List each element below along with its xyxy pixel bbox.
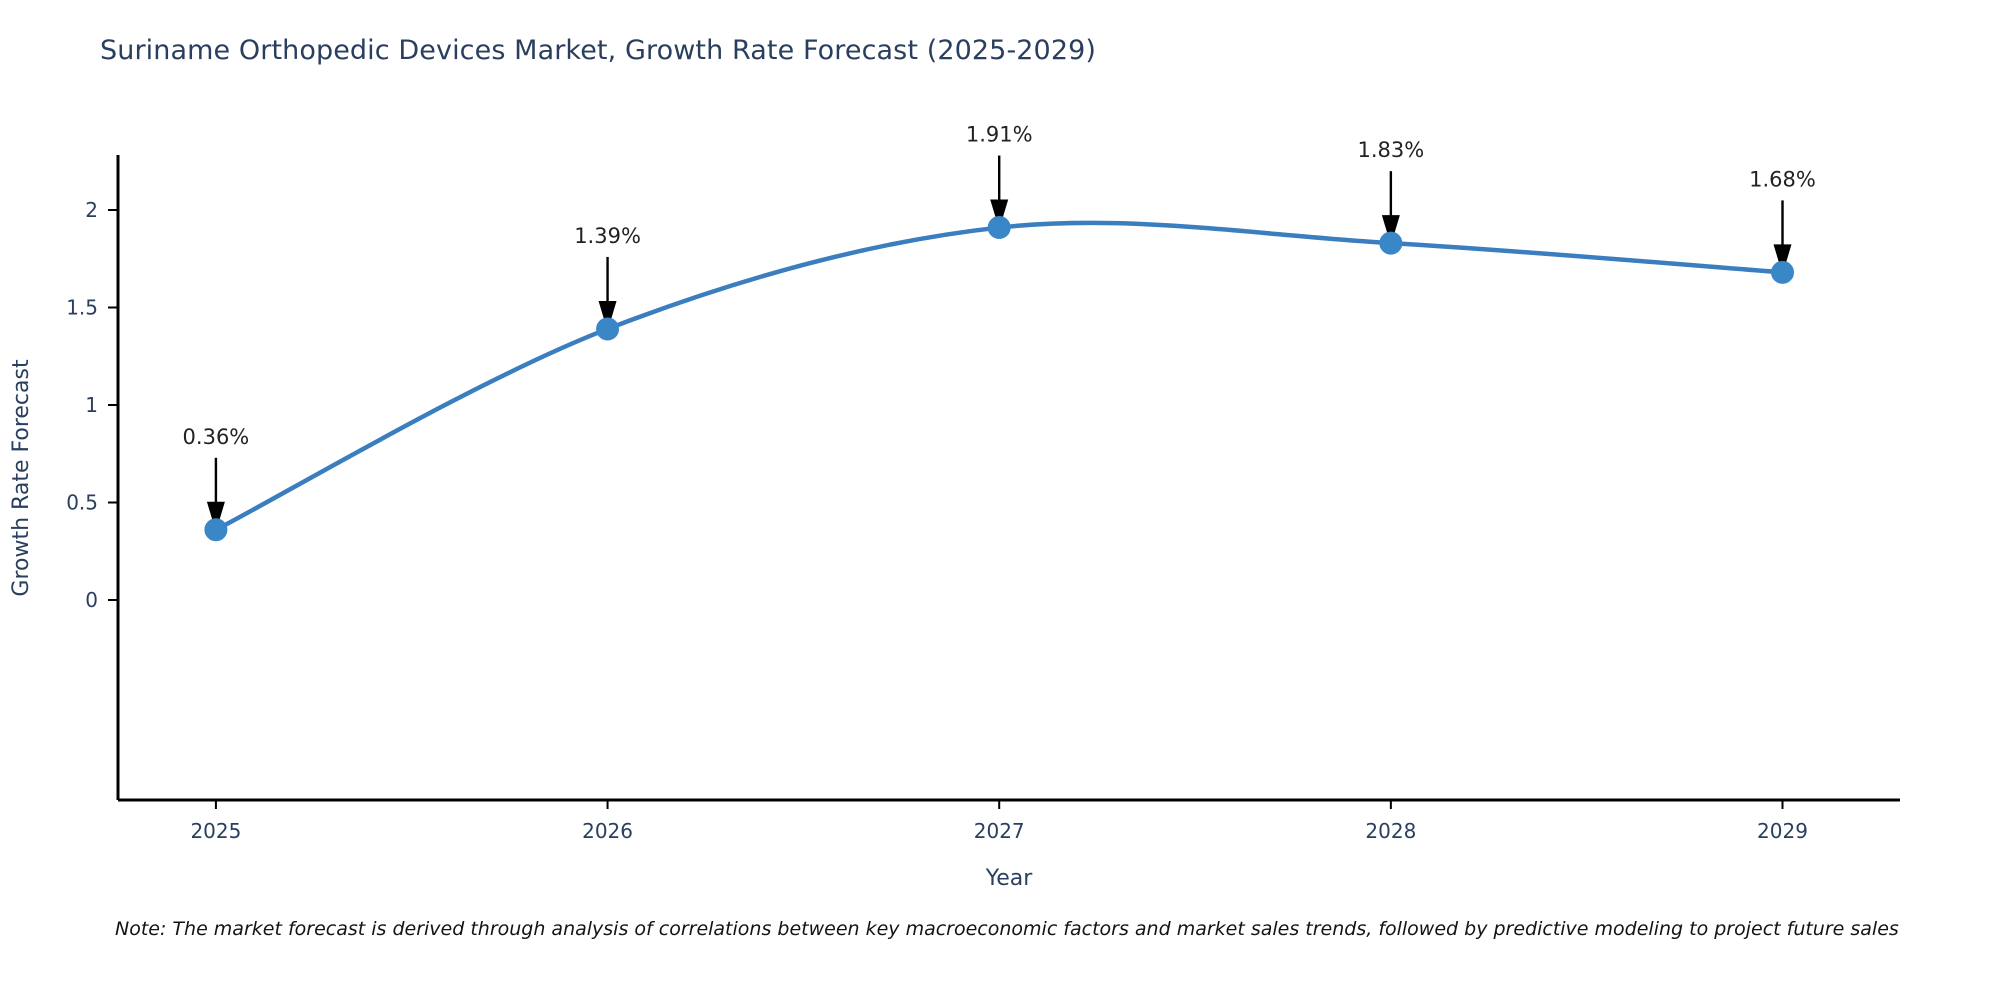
y-tick-label: 1.5 <box>66 296 98 320</box>
data-point-markers <box>204 216 1795 542</box>
data-point-marker[interactable] <box>596 317 620 341</box>
data-point-label: 1.91% <box>966 123 1033 147</box>
data-point-marker[interactable] <box>987 216 1011 240</box>
y-axis-tick-labels: 0 0.5 1 1.5 2 <box>66 198 98 612</box>
y-axis-ticks <box>108 209 118 601</box>
annotation-arrow <box>598 300 617 331</box>
annotation-arrow <box>1381 215 1400 246</box>
y-tick-label: 1 <box>85 393 98 417</box>
x-axis-tick-labels: 2025 2026 2027 2028 2029 <box>190 819 1807 843</box>
x-axis-ticks <box>214 800 1784 809</box>
annotation-arrow <box>206 501 225 532</box>
x-tick-label: 2029 <box>1757 819 1808 843</box>
data-point-marker[interactable] <box>204 518 228 542</box>
y-tick-label: 0 <box>85 588 98 612</box>
chart-footnote: Note: The market forecast is derived thr… <box>115 918 1899 940</box>
data-point-label: 1.68% <box>1749 167 1816 191</box>
data-point-marker[interactable] <box>1771 260 1795 284</box>
data-point-annotations <box>206 155 1792 532</box>
annotation-arrow <box>1773 244 1792 275</box>
data-series-line <box>213 220 1785 533</box>
x-axis-title: Year <box>985 866 1034 891</box>
x-tick-label: 2027 <box>974 819 1025 843</box>
chart-title: Suriname Orthopedic Devices Market, Grow… <box>100 35 1097 66</box>
data-point-label: 1.83% <box>1357 138 1424 162</box>
x-tick-label: 2028 <box>1365 819 1416 843</box>
y-tick-label: 0.5 <box>66 491 98 515</box>
y-tick-label: 2 <box>85 198 98 222</box>
data-point-labels: 0.36% 1.39% 1.91% 1.83% 1.68% <box>183 123 1816 449</box>
data-point-label: 0.36% <box>183 425 250 449</box>
x-tick-label: 2025 <box>190 819 241 843</box>
x-tick-label: 2026 <box>582 819 633 843</box>
annotation-arrow <box>990 199 1009 230</box>
data-point-marker[interactable] <box>1379 231 1403 255</box>
y-axis-title: Growth Rate Forecast <box>9 359 34 597</box>
data-point-label: 1.39% <box>574 224 641 248</box>
